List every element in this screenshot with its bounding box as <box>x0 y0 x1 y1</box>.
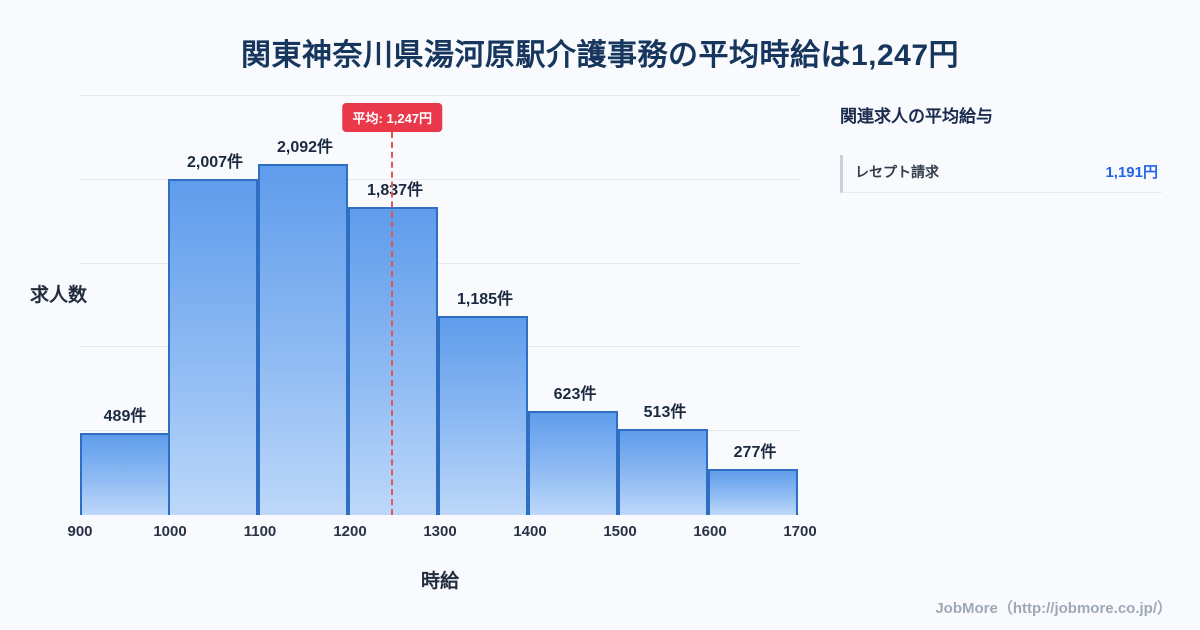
page-title: 関東神奈川県湯河原駅介護事務の平均時給は1,247円 <box>240 39 960 72</box>
histogram-bar <box>708 468 798 515</box>
footer-credit: JobMore（http://jobmore.co.jp/） <box>935 600 1172 617</box>
bar-value-label: 1,185件 <box>456 291 514 309</box>
x-tick-label: 1700 <box>783 523 817 540</box>
histogram-bar <box>258 164 348 515</box>
related-jobs-title: 関連求人の平均給与 <box>840 107 993 126</box>
bar-value-label: 489件 <box>103 408 147 426</box>
related-jobs-panel: 関連求人の平均給与 レセプト請求 1,191円 <box>840 102 1162 193</box>
x-tick-label: 1000 <box>153 523 187 540</box>
x-tick-label: 1500 <box>603 523 637 540</box>
average-badge: 平均: 1,247円 <box>342 103 443 132</box>
x-axis-label: 時給 <box>420 571 459 592</box>
average-line <box>391 132 394 515</box>
related-job-value: 1,191円 <box>1105 164 1158 181</box>
bar-value-label: 513件 <box>643 404 687 422</box>
related-job-label: レセプト請求 <box>855 163 939 180</box>
gridline <box>80 262 800 264</box>
x-tick-label: 900 <box>67 523 93 540</box>
x-tick-label: 1600 <box>693 523 727 540</box>
bar-value-label: 277件 <box>733 443 777 461</box>
histogram-bar <box>528 410 618 515</box>
x-tick-label: 1100 <box>243 523 277 540</box>
histogram-bar <box>438 316 528 515</box>
bar-value-label: 2,092件 <box>276 139 334 157</box>
x-tick-label: 1200 <box>333 523 367 540</box>
gridline <box>80 95 800 96</box>
related-job-row: レセプト請求 1,191円 <box>840 155 1162 193</box>
histogram-bar <box>168 178 258 515</box>
x-tick-label: 1400 <box>513 523 547 540</box>
gridline <box>80 178 800 180</box>
histogram-bar <box>80 433 170 515</box>
bar-value-label: 1,837件 <box>366 182 424 200</box>
bar-value-label: 623件 <box>553 385 597 403</box>
x-tick-label: 1300 <box>423 523 457 540</box>
plot-area: 489件 2,007件 2,092件 1,837件 1,185件 623件 513件 277件… <box>67 95 817 540</box>
histogram-bar <box>618 429 708 515</box>
y-axis-label: 求人数 <box>30 285 88 306</box>
bar-value-label: 2,007件 <box>186 153 244 171</box>
